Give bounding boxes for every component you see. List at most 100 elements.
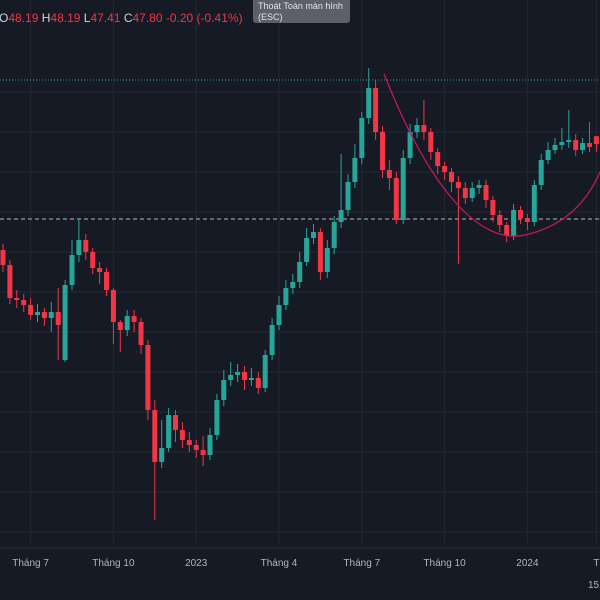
candle-body: [235, 372, 241, 375]
ohlc-value: 48.19: [50, 11, 80, 25]
ohlc-label: L: [84, 11, 91, 25]
candle-body: [255, 378, 261, 388]
candle-body: [324, 248, 330, 272]
ohlc-value: 47.80: [133, 11, 163, 25]
x-tick-label: Tháng 10: [92, 558, 135, 569]
ohlc-label: C: [124, 11, 133, 25]
ohlc-header: O48.19 H48.19 L47.41 C47.80 -0.20 (-0.41…: [0, 11, 243, 25]
candle-body: [83, 240, 89, 252]
x-tick-label: Tháng 4: [261, 558, 298, 569]
x-tick-label: T: [593, 558, 599, 569]
ohlc-label: O: [0, 11, 8, 25]
candle-body: [442, 166, 448, 172]
candle-body: [428, 132, 434, 152]
candle-body: [62, 285, 68, 360]
candle-body: [193, 445, 199, 450]
x-tick-label: 2023: [185, 558, 208, 569]
candle-body: [469, 188, 475, 198]
candle-body: [283, 288, 289, 305]
x-tick-label: Tháng 7: [343, 558, 380, 569]
candle-body: [311, 232, 316, 238]
candle-body: [504, 225, 510, 236]
candle-body: [573, 140, 579, 150]
candle-body: [455, 182, 461, 188]
candle-body: [345, 182, 351, 210]
candles: [0, 68, 599, 520]
candle-body: [124, 316, 130, 330]
x-tick-label: Tháng 10: [423, 558, 466, 569]
tooltip-text: (ESC): [258, 12, 283, 22]
candle-body: [214, 400, 220, 435]
candle-body: [159, 448, 165, 462]
candle-body: [166, 415, 172, 448]
candle-body: [566, 140, 572, 142]
candle-body: [476, 185, 482, 188]
tooltip-text: Thoát Toàn màn hình: [258, 1, 343, 11]
candle-body: [531, 185, 537, 222]
candle-body: [35, 312, 40, 315]
x-tick-label: Tháng 7: [12, 558, 49, 569]
candle-body: [462, 188, 468, 198]
candle-body: [373, 88, 379, 132]
candle-body: [110, 290, 116, 322]
candle-body: [186, 440, 192, 445]
candle-body: [138, 322, 144, 345]
ohlc-value: 47.41: [90, 11, 120, 25]
candle-body: [421, 125, 427, 132]
candle-body: [545, 150, 551, 160]
candle-body: [593, 136, 599, 144]
candle-body: [386, 170, 392, 178]
candle-body: [524, 218, 530, 222]
candle-body: [338, 210, 344, 222]
candle-body: [55, 312, 61, 325]
grid: [0, 0, 600, 545]
candle-body: [269, 325, 275, 355]
candle-body: [207, 435, 213, 455]
tooltip: [253, 0, 350, 23]
change: -0.20 (-0.41%): [166, 11, 243, 25]
candle-body: [414, 125, 420, 132]
candle-body: [290, 282, 296, 288]
candle-body: [131, 316, 137, 322]
candle-body: [28, 305, 34, 315]
candle-body: [76, 240, 82, 255]
candle-body: [490, 200, 496, 215]
candle-body: [48, 312, 54, 318]
candle-body: [276, 305, 282, 325]
candle-body: [359, 118, 365, 158]
candle-body: [435, 152, 441, 166]
time-axis: Tháng 7 Tháng 10 2023 Tháng 4 Tháng 7 Tháng 1…: [12, 558, 599, 569]
candle-body: [393, 178, 399, 220]
candle-body: [380, 132, 385, 170]
candle-body: [366, 88, 372, 118]
candle-body: [262, 355, 268, 388]
candle-body: [97, 268, 103, 272]
candle-body: [152, 410, 158, 462]
candle-body: [242, 372, 247, 380]
candle-body: [90, 252, 96, 268]
candle-body: [317, 232, 323, 272]
candle-body: [497, 215, 503, 225]
candle-body: [145, 345, 151, 410]
candle-body: [69, 255, 75, 285]
drawn-curve: [383, 73, 600, 237]
x-tick-label: 2024: [516, 558, 539, 569]
candle-body: [304, 238, 310, 262]
candle-body: [7, 265, 13, 298]
candle-body: [228, 375, 234, 380]
candle-body: [179, 430, 185, 440]
candle-body: [449, 172, 454, 182]
candle-body: [0, 250, 6, 265]
candle-body: [407, 132, 413, 158]
candle-body: [352, 158, 358, 182]
candle-body: [117, 322, 123, 330]
candle-body: [538, 160, 544, 185]
candle-body: [580, 143, 586, 150]
candle-body: [200, 450, 206, 455]
candle-body: [248, 378, 254, 380]
candle-body: [173, 415, 178, 430]
ohlc-label: H: [42, 11, 51, 25]
candle-body: [21, 300, 27, 305]
